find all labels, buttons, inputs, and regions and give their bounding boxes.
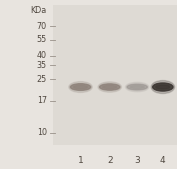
Ellipse shape bbox=[156, 85, 170, 89]
Text: 35: 35 bbox=[37, 61, 47, 70]
Text: 25: 25 bbox=[37, 75, 47, 84]
Ellipse shape bbox=[125, 82, 149, 92]
Text: 4: 4 bbox=[160, 156, 166, 165]
Ellipse shape bbox=[103, 85, 117, 89]
Text: 40: 40 bbox=[37, 51, 47, 60]
Text: KDa: KDa bbox=[31, 6, 47, 15]
Ellipse shape bbox=[127, 84, 147, 90]
Ellipse shape bbox=[70, 84, 91, 90]
Ellipse shape bbox=[153, 83, 173, 91]
Text: 70: 70 bbox=[37, 22, 47, 31]
Text: 17: 17 bbox=[37, 96, 47, 105]
Ellipse shape bbox=[151, 81, 175, 93]
Text: 55: 55 bbox=[37, 35, 47, 44]
Ellipse shape bbox=[99, 84, 120, 90]
Ellipse shape bbox=[69, 82, 92, 92]
Text: 2: 2 bbox=[107, 156, 113, 165]
Ellipse shape bbox=[73, 85, 88, 89]
Text: 3: 3 bbox=[134, 156, 140, 165]
FancyBboxPatch shape bbox=[53, 5, 177, 145]
Ellipse shape bbox=[130, 86, 144, 89]
Ellipse shape bbox=[98, 82, 121, 92]
Text: 10: 10 bbox=[37, 128, 47, 137]
Text: 1: 1 bbox=[78, 156, 83, 165]
